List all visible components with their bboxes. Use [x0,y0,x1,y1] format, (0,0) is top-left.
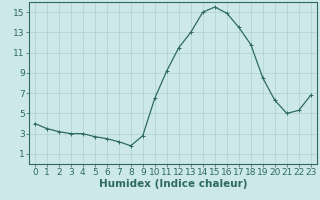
X-axis label: Humidex (Indice chaleur): Humidex (Indice chaleur) [99,179,247,189]
